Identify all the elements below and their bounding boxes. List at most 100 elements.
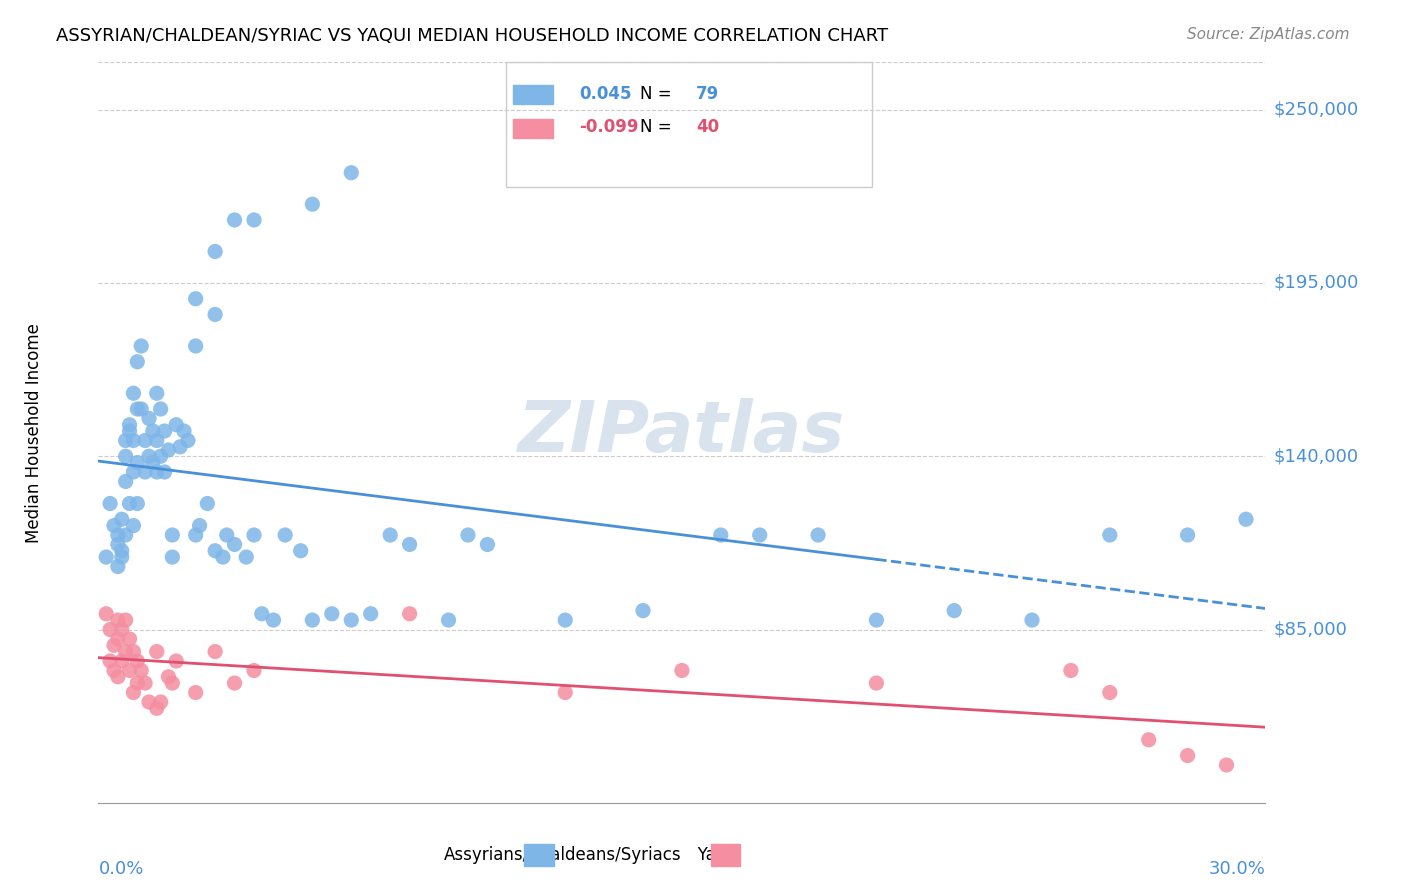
Point	[146, 386, 169, 401]
Point	[250, 607, 273, 621]
Point	[103, 518, 125, 533]
Point	[138, 695, 160, 709]
Point	[107, 613, 129, 627]
Text: -0.099: -0.099	[579, 118, 638, 136]
Text: 0.045: 0.045	[579, 85, 631, 103]
Point	[134, 434, 156, 448]
Point	[127, 676, 149, 690]
Point	[134, 465, 156, 479]
Point	[554, 613, 576, 627]
Text: $250,000: $250,000	[1274, 101, 1358, 119]
Text: Assyrians/Chaldeans/Syriacs: Assyrians/Chaldeans/Syriacs	[444, 846, 682, 863]
Point	[98, 623, 121, 637]
Point	[96, 607, 118, 621]
Point	[129, 339, 152, 353]
Point	[204, 543, 226, 558]
Point	[943, 604, 966, 618]
Point	[631, 604, 654, 618]
Point	[301, 613, 323, 627]
Point	[146, 465, 169, 479]
Point	[865, 613, 887, 627]
Point	[107, 670, 129, 684]
Point	[1234, 512, 1257, 526]
Point	[457, 528, 479, 542]
Point	[1177, 528, 1199, 542]
Bar	[711, 844, 741, 866]
Point	[127, 402, 149, 417]
Point	[554, 685, 576, 699]
Point	[204, 308, 226, 322]
Point	[1177, 748, 1199, 763]
Point	[153, 465, 176, 479]
Point	[103, 638, 125, 652]
Text: 0.0%: 0.0%	[98, 860, 143, 878]
Point	[107, 528, 129, 542]
Point	[153, 424, 176, 438]
Point	[122, 465, 145, 479]
Text: 40: 40	[696, 118, 718, 136]
Point	[111, 623, 134, 637]
Point	[243, 664, 266, 678]
Point	[173, 424, 195, 438]
Point	[243, 213, 266, 227]
Point	[340, 613, 363, 627]
Point	[98, 654, 121, 668]
Point	[114, 434, 136, 448]
Point	[157, 670, 180, 684]
Point	[184, 685, 207, 699]
Point	[224, 213, 246, 227]
Point	[184, 528, 207, 542]
Point	[1021, 613, 1043, 627]
Point	[165, 654, 187, 668]
Point	[138, 411, 160, 425]
Text: $85,000: $85,000	[1274, 621, 1347, 639]
Point	[807, 528, 830, 542]
Point	[195, 496, 218, 510]
Point	[671, 664, 693, 678]
Text: R =: R =	[520, 118, 551, 136]
Point	[118, 496, 141, 510]
Point	[127, 456, 149, 470]
Point	[114, 613, 136, 627]
Text: $195,000: $195,000	[1274, 274, 1358, 292]
Point	[146, 434, 169, 448]
Point	[360, 607, 382, 621]
Point	[107, 559, 129, 574]
Point	[96, 550, 118, 565]
Point	[212, 550, 235, 565]
Point	[118, 632, 141, 646]
Point	[1215, 758, 1237, 772]
Point	[215, 528, 238, 542]
Point	[157, 442, 180, 457]
Point	[243, 528, 266, 542]
Point	[122, 386, 145, 401]
Point	[274, 528, 297, 542]
Point	[142, 424, 165, 438]
Point	[111, 550, 134, 565]
Point	[321, 607, 343, 621]
Text: N =: N =	[640, 118, 671, 136]
Point	[149, 449, 172, 463]
Point	[162, 528, 184, 542]
Point	[477, 537, 499, 551]
Point	[184, 292, 207, 306]
Point	[398, 537, 420, 551]
Text: ZIPatlas: ZIPatlas	[519, 398, 845, 467]
Point	[111, 512, 134, 526]
Point	[122, 434, 145, 448]
Point	[129, 664, 152, 678]
Text: $140,000: $140,000	[1274, 447, 1358, 466]
Point	[111, 654, 134, 668]
Bar	[524, 844, 554, 866]
Point	[865, 676, 887, 690]
Point	[748, 528, 770, 542]
Point	[111, 543, 134, 558]
Text: Median Household Income: Median Household Income	[25, 323, 44, 542]
Point	[122, 518, 145, 533]
Point	[204, 644, 226, 658]
Point	[1098, 528, 1121, 542]
Point	[114, 528, 136, 542]
Point	[129, 402, 152, 417]
Point	[127, 654, 149, 668]
Point	[146, 701, 169, 715]
